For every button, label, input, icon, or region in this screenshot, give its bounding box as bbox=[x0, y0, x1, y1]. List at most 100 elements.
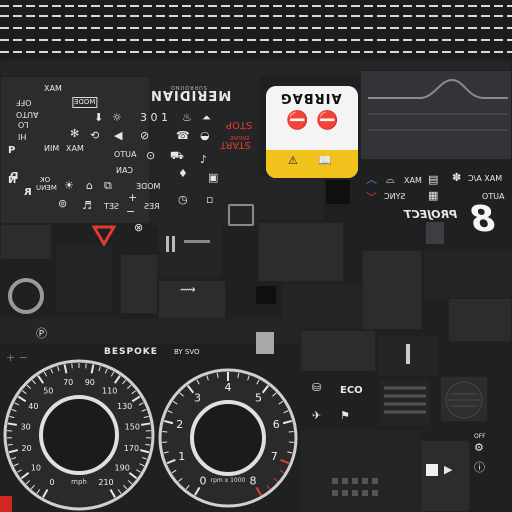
tacho-tick bbox=[166, 458, 176, 465]
tacho-tick-label: 7 bbox=[271, 450, 278, 463]
temp-down-icon: ﹀ bbox=[366, 191, 377, 204]
recirc-icon: ⟲ bbox=[90, 129, 100, 142]
tacho-unit: rpm x 1000 bbox=[211, 477, 246, 484]
speedo-unit: mph bbox=[71, 478, 87, 486]
fan-icon: ✻ bbox=[70, 127, 80, 140]
tacho-tick bbox=[196, 379, 200, 385]
stitch-stripes bbox=[0, 0, 512, 60]
tacho-tick bbox=[247, 375, 250, 381]
speedo-tick-label: 210 bbox=[98, 478, 113, 487]
left-controls-panel bbox=[0, 76, 150, 224]
speedo-tick bbox=[139, 463, 145, 467]
rear-defrost-icon: ▤ bbox=[428, 173, 439, 186]
blank-l bbox=[448, 298, 512, 342]
bezel-shape bbox=[368, 78, 508, 131]
blank-h bbox=[282, 284, 370, 328]
speedo-tick bbox=[7, 422, 17, 426]
airbag-label: AIRBAG bbox=[280, 90, 342, 105]
tacho-tick bbox=[261, 385, 269, 394]
blank-i bbox=[300, 330, 376, 372]
tacho-tick bbox=[272, 392, 277, 397]
speedo-tick-label: 150 bbox=[125, 422, 140, 431]
speedo-tick-label: 170 bbox=[124, 444, 139, 453]
speedo-tick bbox=[11, 457, 17, 460]
gauge-icon: ◷ bbox=[178, 193, 188, 206]
label-set: SET bbox=[104, 202, 120, 211]
no-person-icon: ⊗ bbox=[134, 221, 144, 234]
speedo-tick bbox=[13, 463, 19, 467]
speedo-tick bbox=[42, 489, 49, 498]
tacho-tick bbox=[266, 484, 271, 490]
tacho-tick bbox=[167, 410, 173, 414]
tacho-tick bbox=[178, 477, 183, 482]
brand-subtitle: SURROUND bbox=[170, 84, 207, 90]
down-arrow-icon: ⬇ bbox=[94, 111, 104, 124]
tacho-tick bbox=[206, 375, 209, 381]
speedo-brand-title: BESPOKE bbox=[104, 347, 158, 357]
tacho-tick bbox=[187, 385, 195, 394]
speedo-tick bbox=[22, 390, 27, 395]
speedo-tick-label: 50 bbox=[43, 387, 53, 396]
speedo-tick bbox=[43, 371, 48, 377]
bar-icon-2 bbox=[172, 236, 175, 252]
seat-heat-icon: ♨ bbox=[182, 111, 192, 124]
speedo-tick-label: 0 bbox=[49, 478, 54, 487]
speedo-tick bbox=[145, 443, 151, 446]
speedo-tick bbox=[138, 402, 144, 406]
tacho-tick-label: 8 bbox=[250, 474, 257, 487]
label-mode-1: MODE bbox=[72, 97, 98, 108]
camera-icon: ⌂ bbox=[86, 179, 93, 192]
mute-icon: ⊘ bbox=[140, 129, 150, 142]
speedo-tick bbox=[57, 366, 60, 372]
tacho-tick bbox=[280, 458, 290, 465]
tacho-tick-label: 0 bbox=[200, 474, 207, 487]
tacho-tick bbox=[255, 486, 262, 496]
label-can: CAN bbox=[116, 166, 134, 175]
steering-heat-icon: ⊙ bbox=[146, 149, 156, 162]
speedo-tick bbox=[123, 484, 128, 490]
climate-sync: SYNC bbox=[384, 192, 406, 201]
label-lo: LO bbox=[18, 120, 29, 129]
speedo-tick bbox=[11, 409, 17, 412]
speedo-tick bbox=[37, 375, 45, 384]
airbag-child-icon: ⛔ bbox=[286, 110, 309, 131]
line-icon bbox=[184, 240, 210, 243]
plus-icon: + bbox=[128, 191, 138, 204]
music-icon: ♪ bbox=[200, 153, 208, 166]
checkered-flag-icon: ⚑ bbox=[340, 409, 350, 422]
speedo-tick bbox=[25, 480, 31, 485]
speedo-tick bbox=[71, 363, 73, 369]
fan-speed-icon: 3 0 1 bbox=[140, 111, 168, 124]
slot-bar bbox=[406, 344, 410, 364]
volume-icon: ♬ bbox=[82, 199, 92, 212]
model-badge-label: PROJECT bbox=[404, 208, 458, 221]
start-stop-top: STOP bbox=[226, 119, 253, 130]
speedo-tick-label: 10 bbox=[31, 463, 41, 472]
fan-2-icon: ✽ bbox=[452, 171, 462, 184]
label-auto: AUTO bbox=[16, 110, 39, 119]
speedo-tick bbox=[17, 469, 22, 473]
tacho-tick bbox=[273, 477, 278, 482]
black-square-2 bbox=[256, 286, 276, 304]
white-square bbox=[426, 464, 438, 476]
off-label: OFF bbox=[474, 433, 486, 440]
tacho-tick bbox=[282, 419, 293, 425]
traction-off-icon: ⚙ bbox=[474, 441, 484, 454]
speedo-tick-label: 30 bbox=[21, 422, 31, 431]
speaker-grille bbox=[445, 381, 483, 419]
mirror-icon: ⧉ bbox=[104, 179, 112, 192]
tacho-tick-label: 2 bbox=[176, 418, 183, 431]
tacho-tick bbox=[256, 379, 260, 385]
sun-icon: ☼ bbox=[112, 111, 122, 124]
label-hi: HI bbox=[18, 132, 27, 141]
outline-square bbox=[228, 204, 254, 226]
light-square bbox=[256, 332, 274, 354]
airbag-yellow-band bbox=[266, 150, 358, 178]
tacho-tick bbox=[279, 469, 285, 474]
airbag-card: AIRBAG ⛔ ⛔ ⚠ 📖 bbox=[266, 86, 358, 178]
screen-icon: ▣ bbox=[208, 171, 219, 184]
blank-a bbox=[0, 224, 52, 260]
vent-lines bbox=[384, 386, 426, 414]
tacho-tick bbox=[172, 400, 178, 405]
speedo-tick bbox=[104, 368, 108, 374]
